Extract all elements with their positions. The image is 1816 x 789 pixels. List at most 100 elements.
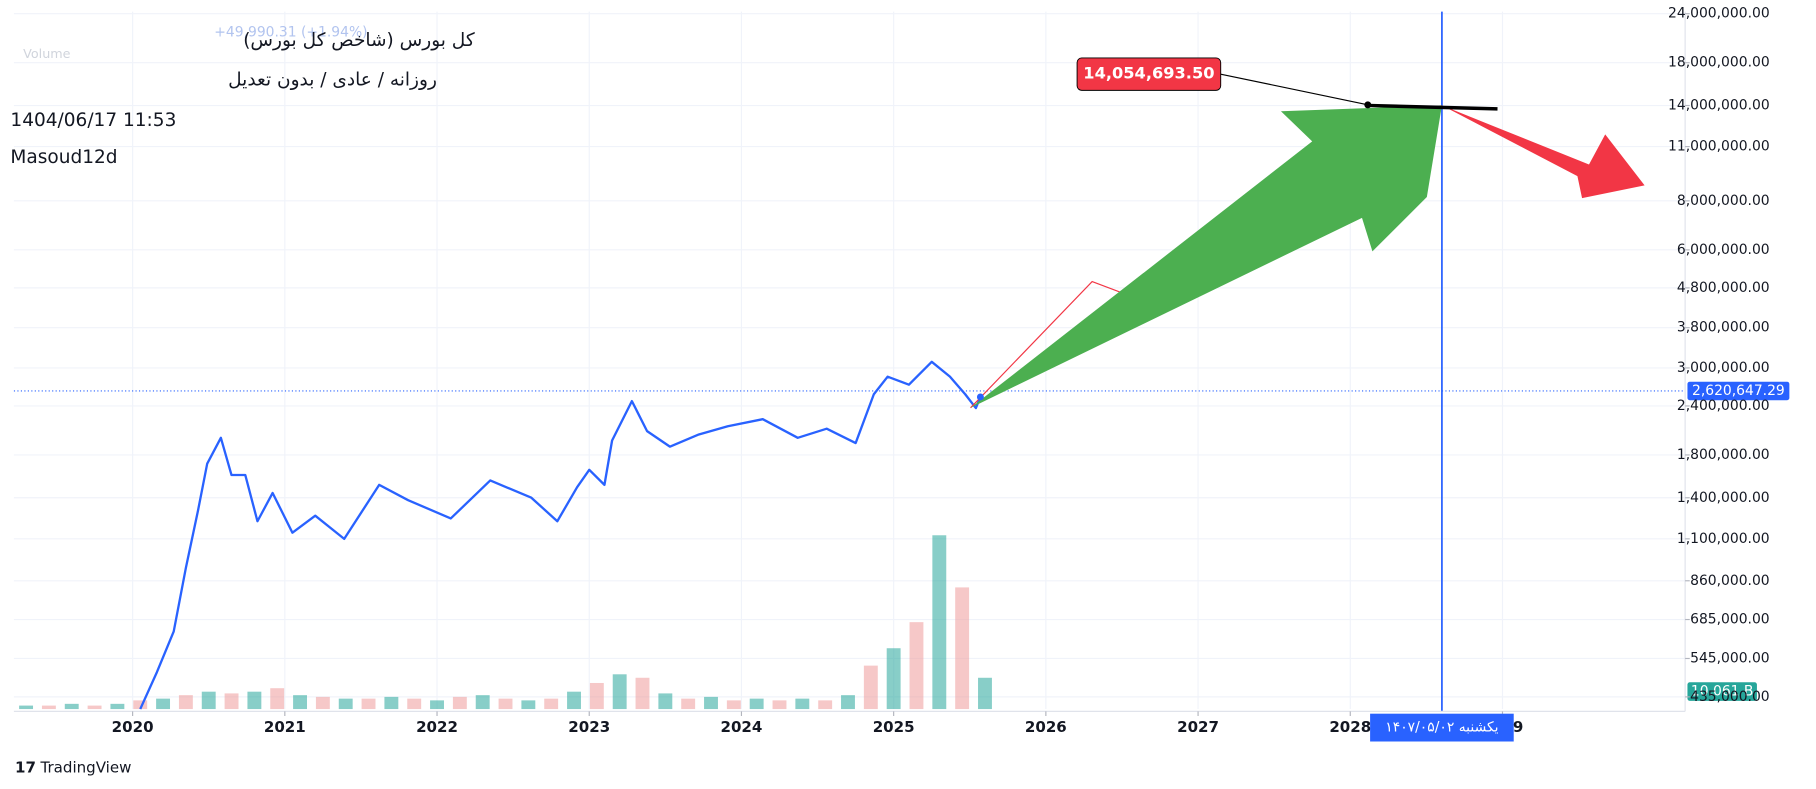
author: Masoud12d bbox=[10, 147, 117, 168]
x-tick-label: 2020 bbox=[112, 718, 154, 736]
volume-bar bbox=[635, 677, 650, 710]
volume-badge-label: 10.061 B bbox=[1691, 684, 1754, 700]
last-point bbox=[976, 393, 984, 401]
legend-change-ghost: +49,990.31 (+1.94%) bbox=[214, 24, 367, 40]
y-tick-label: 545,000.00 bbox=[1690, 650, 1770, 666]
volume-bar bbox=[133, 700, 148, 710]
title: کل بورس (شاخص کل بورس) bbox=[243, 30, 475, 51]
volume-bar bbox=[681, 698, 696, 710]
y-tick-label: 1,800,000.00 bbox=[1677, 447, 1770, 463]
volume-bar bbox=[407, 698, 422, 710]
target-badge bbox=[1076, 57, 1222, 91]
x-tick-label: 2023 bbox=[568, 718, 610, 736]
volume-bar bbox=[749, 698, 764, 710]
target-point bbox=[1364, 101, 1372, 109]
y-tick-label: 8,000,000.00 bbox=[1677, 193, 1770, 209]
volume-bar bbox=[841, 695, 855, 710]
cursor-date: یکشنبه ۱۴۰۷/۰۵/۰۲ bbox=[1385, 720, 1498, 736]
y-tick-label: 2,400,000.00 bbox=[1677, 398, 1770, 414]
x-tick-label: 2025 bbox=[873, 718, 915, 736]
volume-bar bbox=[293, 695, 307, 710]
volume-bar bbox=[64, 703, 79, 710]
x-tick-label: 2028 bbox=[1329, 718, 1371, 736]
volume-bar bbox=[178, 695, 193, 710]
x-tick-label: 2022 bbox=[416, 718, 458, 736]
volume-bar bbox=[932, 535, 947, 710]
y-tick-label: 1,400,000.00 bbox=[1677, 490, 1770, 506]
y-tick-label: 18,000,000.00 bbox=[1668, 55, 1770, 71]
volume-bar bbox=[224, 693, 239, 710]
volume-badge bbox=[1687, 682, 1757, 701]
volume-bar bbox=[567, 691, 581, 710]
volume-bar bbox=[909, 622, 924, 710]
y-tick-label: 24,000,000.00 bbox=[1668, 6, 1770, 22]
y-tick-label: 685,000.00 bbox=[1690, 612, 1770, 628]
volume-bar bbox=[886, 648, 901, 710]
last-price-badge bbox=[1687, 381, 1790, 401]
y-tick-label: 1,100,000.00 bbox=[1677, 531, 1770, 547]
volume-bar bbox=[612, 674, 627, 710]
volume-bar bbox=[863, 665, 878, 710]
y-tick-label: 860,000.00 bbox=[1690, 573, 1770, 589]
volume-bar bbox=[795, 698, 810, 710]
volume-bar bbox=[521, 700, 536, 710]
volume-bar bbox=[156, 698, 171, 710]
volume-bar bbox=[315, 696, 330, 710]
volume-bar bbox=[452, 696, 467, 710]
volume-bar bbox=[201, 691, 216, 710]
last-price-label: 2,620,647.29 bbox=[1692, 383, 1785, 399]
red-arrow bbox=[1441, 105, 1645, 199]
price-line bbox=[139, 360, 982, 710]
volume-bar bbox=[772, 700, 787, 710]
x-tick-label: 2027 bbox=[1177, 718, 1219, 736]
volume-bar bbox=[110, 703, 125, 710]
volume-bar bbox=[544, 698, 559, 710]
brand-logo: 17 bbox=[15, 759, 36, 777]
y-tick-label: 11,000,000.00 bbox=[1668, 139, 1770, 155]
volume-bar bbox=[87, 705, 102, 710]
volume-bar bbox=[475, 695, 490, 710]
y-tick-label: 3,800,000.00 bbox=[1677, 320, 1770, 336]
volume-bar bbox=[589, 682, 604, 710]
timestamp: 1404/06/17 11:53 bbox=[10, 110, 176, 131]
volume-bar bbox=[955, 587, 970, 710]
volume-bar bbox=[498, 698, 513, 710]
target-label: 14,054,693.50 bbox=[1083, 64, 1214, 83]
grid-layer bbox=[13, 11, 1686, 710]
line-layer bbox=[139, 360, 982, 710]
annotation-layer: 2,620,647.29 10.061 B 14,054,693.50 bbox=[976, 57, 1790, 701]
y-tick-label: 14,000,000.00 bbox=[1668, 98, 1770, 114]
y-tick-label: 6,000,000.00 bbox=[1677, 242, 1770, 258]
volume-bar bbox=[726, 700, 741, 710]
volume-legend: Volume bbox=[23, 47, 71, 62]
axis-layer: 24,000,000.00 18,000,000.00 14,000,000.00 1… bbox=[112, 6, 1770, 742]
volume-bar bbox=[384, 696, 399, 710]
volume-bar bbox=[361, 698, 376, 710]
volume-bar bbox=[247, 691, 262, 710]
volume-bar bbox=[19, 705, 34, 710]
green-arrow bbox=[970, 105, 1442, 408]
brand: TradingView bbox=[40, 759, 132, 777]
x-tick-label: 2026 bbox=[1025, 718, 1067, 736]
volume-bar bbox=[41, 705, 56, 710]
cursor-date-badge bbox=[1370, 713, 1514, 742]
volume-bar bbox=[818, 700, 833, 710]
volume-bar bbox=[338, 698, 353, 710]
x-tick-label: 2024 bbox=[721, 718, 763, 736]
subtitle: روزانه / عادی / بدون تعدیل bbox=[228, 69, 437, 90]
volume-bar bbox=[704, 696, 718, 710]
target-connector bbox=[1220, 73, 1368, 106]
volume-bar bbox=[270, 688, 285, 710]
y-tick-label: 4,800,000.00 bbox=[1677, 280, 1770, 296]
y-tick-label: 435,000.00 bbox=[1690, 689, 1770, 705]
target-line bbox=[1367, 103, 1498, 111]
legend-change: +49,990.31 (+1.94%) bbox=[214, 24, 367, 40]
volume-bar bbox=[978, 677, 992, 710]
volume-layer bbox=[19, 535, 992, 710]
volume-bar bbox=[430, 700, 444, 710]
x-tick-label: 2021 bbox=[264, 718, 306, 736]
y-tick-label: 3,000,000.00 bbox=[1677, 360, 1770, 376]
volume-bar bbox=[658, 693, 673, 710]
